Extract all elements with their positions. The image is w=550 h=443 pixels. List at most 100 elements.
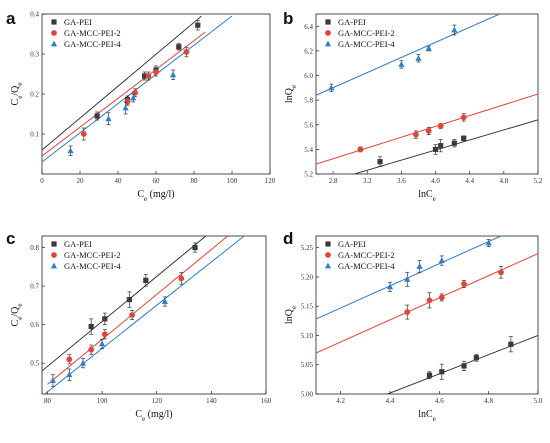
x-tick-label: 120 — [265, 177, 276, 185]
x-tick-label: 0 — [40, 177, 44, 185]
data-point — [426, 297, 433, 304]
legend-marker — [50, 262, 58, 269]
x-tick-label: 3.2 — [363, 177, 372, 185]
legend-label: GA-PEI — [64, 17, 92, 27]
data-point — [195, 22, 201, 28]
legend-label: GA-MCC-PEI-2 — [338, 250, 395, 260]
data-point — [386, 283, 394, 290]
data-point — [461, 135, 467, 141]
data-point — [79, 359, 87, 366]
plot-frame — [41, 235, 267, 395]
legend-label: GA-PEI — [338, 239, 366, 249]
y-tick-label: 5.2 — [304, 171, 313, 179]
plot-area — [316, 236, 538, 394]
data-point — [192, 244, 198, 251]
y-tick-label: 5.05 — [301, 361, 314, 369]
fit-line — [42, 236, 207, 372]
data-point — [153, 69, 159, 75]
x-axis-label: Ce (mg/l) — [137, 189, 174, 203]
legend-marker — [325, 30, 331, 36]
x-tick-label: 4.6 — [435, 397, 444, 405]
data-point — [328, 84, 335, 91]
x-tick-label: 4.2 — [336, 397, 345, 405]
legend-label: GA-PEI — [338, 17, 366, 27]
data-point — [126, 296, 133, 303]
data-point — [437, 123, 444, 129]
legend-label: GA-PEI — [64, 239, 92, 249]
x-tick-label: 5.2 — [534, 177, 543, 185]
data-point — [98, 340, 106, 347]
y-tick-label: 0.1 — [30, 131, 39, 139]
data-point — [508, 341, 514, 347]
x-tick-label: 160 — [261, 397, 272, 405]
data-point — [143, 277, 149, 283]
y-tick-label: 0.8 — [30, 244, 39, 252]
y-axis-label: Ce/Qe — [10, 304, 24, 327]
plot-frame — [41, 13, 271, 175]
data-point — [66, 371, 73, 378]
plot-frame — [315, 235, 539, 395]
data-point — [122, 104, 129, 111]
data-point — [461, 281, 467, 287]
data-point — [438, 257, 445, 263]
panel-d: d 4.2 4.4 4.6 4.8 5.0 5.00 5.05 5.10 5.15 5.20 5.25… — [283, 229, 543, 423]
legend-label: GA-MCC-PEI-2 — [64, 28, 121, 38]
y-tick-label: 5.10 — [301, 332, 314, 340]
x-tick-label: 80 — [44, 397, 52, 405]
y-tick-label: 0.7 — [30, 283, 39, 291]
data-point — [161, 298, 169, 304]
legend-label: GA-MCC-PEI-4 — [64, 261, 121, 271]
data-point — [88, 346, 95, 353]
legend-marker — [51, 19, 57, 25]
data-point — [101, 331, 108, 338]
y-tick-label: 5.00 — [301, 391, 314, 399]
panel-a: a 0 20 40 60 80 100 120 0.1 0.2 0.3 0.4 Ce (mg/l) Ce/… — [6, 9, 276, 203]
panel-letter: b — [283, 9, 293, 28]
data-point — [415, 54, 422, 61]
data-point — [377, 159, 383, 165]
legend-marker — [325, 241, 331, 247]
data-point — [498, 269, 504, 276]
data-point — [66, 356, 73, 363]
data-point — [485, 239, 492, 246]
data-point — [416, 263, 423, 269]
fit-line — [316, 14, 500, 96]
data-point — [426, 372, 433, 378]
data-point — [183, 49, 190, 55]
data-point — [451, 26, 458, 33]
y-tick-label: 6.0 — [304, 72, 313, 80]
x-tick-label: 4.8 — [499, 177, 508, 185]
x-tick-label: 140 — [206, 397, 217, 405]
x-tick-label: 120 — [151, 397, 162, 405]
data-point — [170, 71, 177, 78]
data-point — [438, 294, 445, 301]
panel-letter: d — [283, 229, 293, 248]
data-point — [460, 114, 467, 121]
legend-label: GA-MCC-PEI-4 — [338, 39, 395, 49]
fit-line — [42, 31, 206, 157]
x-tick-label: 40 — [115, 177, 123, 185]
x-axis-label: lnCe — [418, 189, 436, 203]
legend-label: GA-MCC-PEI-2 — [338, 28, 395, 38]
data-point — [124, 98, 131, 105]
data-point — [80, 131, 87, 137]
x-axis-label: Ce (mg/l) — [135, 409, 172, 423]
panel-c: c 80 100 120 140 160 0.5 0.6 0.7 0.8 Ce (mg/l) Ce/Q… — [6, 229, 272, 423]
data-point — [461, 363, 467, 369]
data-point — [425, 45, 432, 51]
data-point — [398, 61, 405, 67]
data-point — [451, 140, 457, 146]
plot-area — [316, 14, 538, 174]
y-tick-label: 0.2 — [30, 91, 39, 99]
fit-line — [44, 236, 245, 394]
data-point — [145, 73, 152, 79]
x-tick-label: 60 — [153, 177, 161, 185]
data-point — [129, 312, 136, 318]
x-tick-label: 2.8 — [329, 177, 338, 185]
data-point — [438, 143, 444, 149]
y-tick-label: 0.3 — [30, 51, 39, 59]
